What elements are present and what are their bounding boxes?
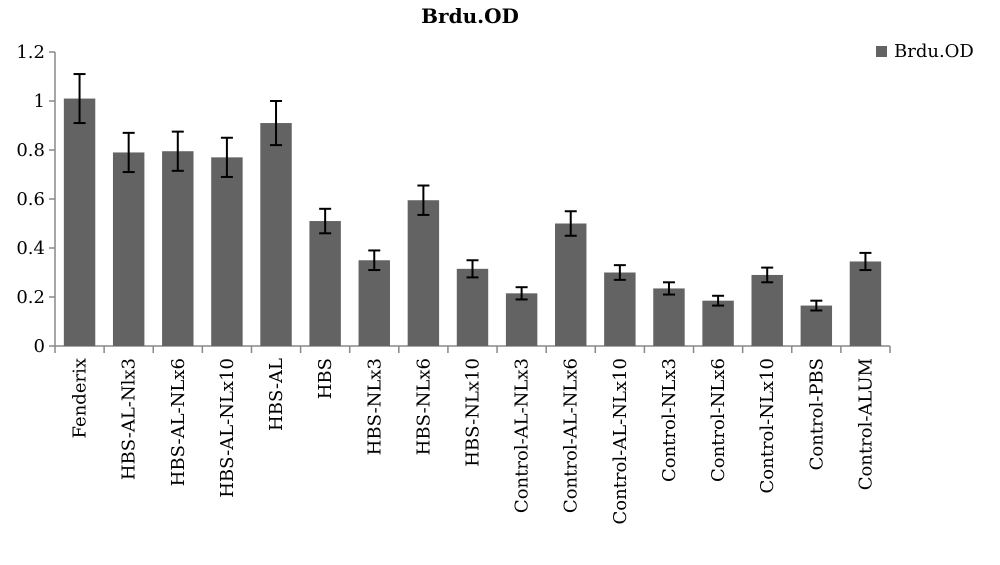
legend-label: Brdu.OD xyxy=(894,41,974,62)
x-tick-label: HBS-NLx3 xyxy=(364,358,385,455)
x-tick-label: Control-AL-NLx6 xyxy=(561,358,582,513)
bar xyxy=(751,274,783,346)
bar xyxy=(653,288,685,346)
x-tick-label: Control-NLx6 xyxy=(708,358,729,482)
x-tick-label: HBS-AL xyxy=(266,358,287,431)
legend: Brdu.OD xyxy=(876,41,974,62)
bar xyxy=(211,157,243,346)
x-tick-label: Control-AL-NLx10 xyxy=(610,358,631,525)
bar xyxy=(849,261,882,346)
x-tick-label: Fenderix xyxy=(70,358,91,438)
y-tick-label: 0.4 xyxy=(16,238,45,259)
x-tick-label: Control-PBS xyxy=(806,358,827,470)
x-tick-label: HBS-NLx6 xyxy=(413,358,434,455)
x-tick-label: HBS xyxy=(315,358,336,399)
x-tick-label: Control-ALUM xyxy=(855,358,876,490)
bar xyxy=(358,260,390,346)
bar xyxy=(112,152,145,346)
bar xyxy=(309,221,341,346)
chart-title: Brdu.OD xyxy=(421,4,519,28)
x-tick-label: HBS-NLx10 xyxy=(463,358,484,467)
legend-swatch xyxy=(876,46,887,57)
x-tick-label: Control-NLx10 xyxy=(757,358,778,493)
y-tick-label: 0.8 xyxy=(16,140,45,161)
x-tick-label: HBS-AL-Nlx3 xyxy=(119,358,140,480)
bar xyxy=(456,268,489,346)
bar xyxy=(63,98,96,346)
bar xyxy=(407,200,440,346)
bar xyxy=(702,300,734,346)
y-tick-label: 0 xyxy=(34,336,45,357)
x-tick-label: Control-AL-NLx3 xyxy=(512,358,533,513)
bar xyxy=(260,123,292,346)
y-tick-label: 0.6 xyxy=(16,189,45,210)
x-tick-label: Control-NLx3 xyxy=(659,358,680,482)
bar xyxy=(505,293,538,346)
x-tick-label: HBS-AL-NLx6 xyxy=(168,358,189,486)
x-tick-label: HBS-AL-NLx10 xyxy=(217,358,238,498)
bar xyxy=(604,272,636,346)
y-tick-label: 1.2 xyxy=(16,42,45,63)
bar xyxy=(555,223,587,346)
y-tick-label: 1 xyxy=(34,91,45,112)
bar xyxy=(162,151,194,346)
bar xyxy=(800,305,833,346)
y-tick-label: 0.2 xyxy=(16,287,45,308)
